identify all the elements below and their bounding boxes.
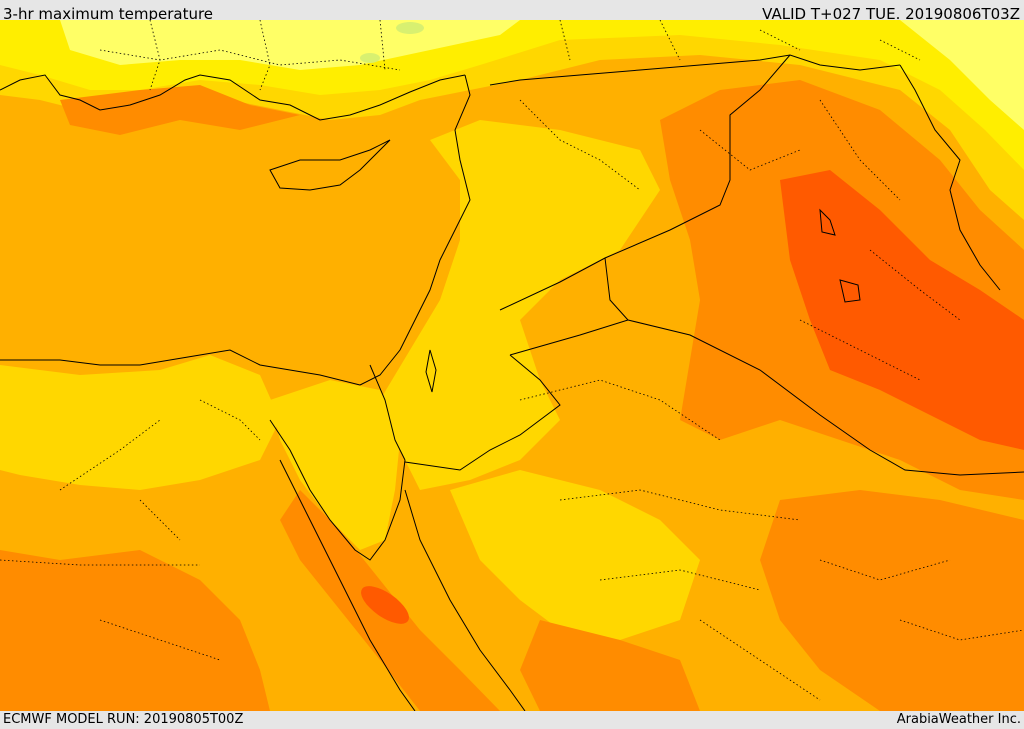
syria-iraq-admin-lines (519, 99, 961, 381)
egypt-admin-lines (0, 399, 261, 661)
saudi-iraq-border (627, 319, 1024, 476)
country-borders (369, 54, 1024, 476)
red-sea-east-coastline (404, 489, 526, 711)
red-sea-gulf-coastline (269, 419, 406, 561)
temperature-map (0, 20, 1024, 711)
sinai-gold-zone (270, 380, 400, 550)
jordan-border-south (404, 354, 561, 471)
red-sea-hot-spot (361, 586, 409, 624)
lake-outline-1 (819, 208, 836, 236)
credit-label: ArabiaWeather Inc. (896, 712, 1021, 727)
turkey-admin-lines (99, 20, 921, 91)
admin-boundaries (0, 20, 1024, 701)
dead-sea-outline (425, 349, 437, 393)
egypt-coastline (0, 349, 361, 386)
levant-coastline (359, 74, 471, 386)
turkey-coast-orange (60, 85, 300, 135)
map-title: 3-hr maximum temperature (3, 5, 214, 23)
pale-green-spot-1 (396, 22, 424, 34)
north-saudi-gold-zone (450, 470, 700, 640)
red-sea-west-coastline (279, 459, 416, 711)
lake-outline-2 (839, 279, 861, 303)
iraq-hot-core (780, 170, 1024, 450)
levant-gold-zone (380, 120, 660, 490)
pale-green-spot-2 (360, 53, 380, 63)
turkey-syria-border (489, 54, 901, 86)
coastlines (0, 74, 861, 711)
syria-iraq-border (499, 54, 791, 311)
egypt-north-gold-zone (0, 355, 280, 490)
egypt-israel-border (369, 364, 406, 461)
northeast-pale-yellow-zone (900, 20, 1024, 130)
turkey-coastline (0, 74, 466, 121)
southeast-orange-zone (760, 490, 1024, 711)
saudi-admin-lines (519, 379, 1024, 701)
cyprus-coastline (269, 139, 391, 191)
valid-time-label: VALID T+027 TUE. 20190806T03Z (762, 5, 1020, 23)
iraq-iran-border (899, 64, 1001, 291)
southwest-orange-zone (0, 550, 270, 711)
model-run-label: ECMWF MODEL RUN: 20190805T00Z (3, 712, 244, 727)
south-saudi-orange (520, 620, 700, 711)
